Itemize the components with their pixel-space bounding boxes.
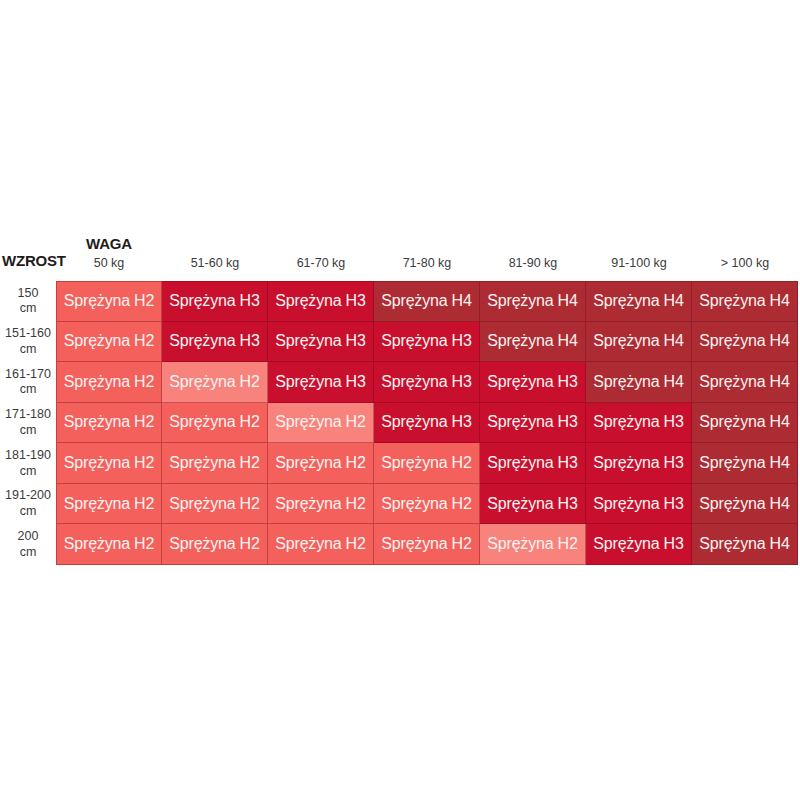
column-header-4: 71-80 kg (374, 256, 480, 270)
spring-cell-r4-c3: Sprężyna H2 (268, 403, 374, 444)
spring-cell-r6-c2: Sprężyna H2 (162, 484, 268, 525)
spring-cell-r3-c2: Sprężyna H2 (162, 362, 268, 403)
spring-matrix: 150cmSprężyna H2Sprężyna H3Sprężyna H3Sp… (0, 281, 798, 565)
row-header-5: 181-190cm (0, 443, 56, 484)
spring-cell-r3-c1: Sprężyna H2 (56, 362, 162, 403)
spring-cell-r5-c4: Sprężyna H2 (374, 443, 480, 484)
spring-cell-r1-c1: Sprężyna H2 (56, 281, 162, 322)
spring-cell-r3-c5: Sprężyna H3 (480, 362, 586, 403)
spring-cell-r3-c6: Sprężyna H4 (586, 362, 692, 403)
spring-cell-r7-c6: Sprężyna H3 (586, 524, 692, 565)
spring-cell-r1-c4: Sprężyna H4 (374, 281, 480, 322)
spring-cell-r6-c3: Sprężyna H2 (268, 484, 374, 525)
spring-cell-r1-c7: Sprężyna H4 (692, 281, 798, 322)
spring-cell-r1-c6: Sprężyna H4 (586, 281, 692, 322)
row-header-4: 171-180cm (0, 403, 56, 444)
spring-cell-r2-c1: Sprężyna H2 (56, 322, 162, 363)
spring-cell-r5-c2: Sprężyna H2 (162, 443, 268, 484)
spring-cell-r2-c2: Sprężyna H3 (162, 322, 268, 363)
spring-cell-r2-c4: Sprężyna H3 (374, 322, 480, 363)
height-axis-label: WZROST (0, 252, 56, 273)
spring-cell-r3-c4: Sprężyna H3 (374, 362, 480, 403)
spring-cell-r7-c7: Sprężyna H4 (692, 524, 798, 565)
spring-cell-r6-c1: Sprężyna H2 (56, 484, 162, 525)
spring-cell-r7-c1: Sprężyna H2 (56, 524, 162, 565)
spring-cell-r7-c5: Sprężyna H2 (480, 524, 586, 565)
spring-cell-r6-c4: Sprężyna H2 (374, 484, 480, 525)
spring-cell-r7-c4: Sprężyna H2 (374, 524, 480, 565)
row-header-2: 151-160cm (0, 322, 56, 363)
column-header-6: 91-100 kg (586, 256, 692, 270)
spring-cell-r4-c4: Sprężyna H3 (374, 403, 480, 444)
spring-cell-r5-c5: Sprężyna H3 (480, 443, 586, 484)
column-header-2: 51-60 kg (162, 256, 268, 270)
weight-axis-label: WAGA (56, 235, 162, 253)
spring-cell-r2-c5: Sprężyna H4 (480, 322, 586, 363)
spring-cell-r7-c3: Sprężyna H2 (268, 524, 374, 565)
spring-cell-r1-c5: Sprężyna H4 (480, 281, 586, 322)
spring-cell-r4-c7: Sprężyna H4 (692, 403, 798, 444)
spring-cell-r4-c6: Sprężyna H3 (586, 403, 692, 444)
column-header-3: 61-70 kg (268, 256, 374, 270)
spring-cell-r3-c3: Sprężyna H3 (268, 362, 374, 403)
row-header-6: 191-200cm (0, 484, 56, 525)
spring-cell-r2-c7: Sprężyna H4 (692, 322, 798, 363)
row-header-1: 150cm (0, 281, 56, 322)
spring-cell-r4-c1: Sprężyna H2 (56, 403, 162, 444)
spring-cell-r6-c7: Sprężyna H4 (692, 484, 798, 525)
column-header-5: 81-90 kg (480, 256, 586, 270)
spring-cell-r4-c5: Sprężyna H3 (480, 403, 586, 444)
spring-cell-r5-c7: Sprężyna H4 (692, 443, 798, 484)
spring-cell-r5-c6: Sprężyna H3 (586, 443, 692, 484)
row-header-7: 200cm (0, 524, 56, 565)
spring-cell-r2-c6: Sprężyna H4 (586, 322, 692, 363)
row-header-3: 161-170cm (0, 362, 56, 403)
spring-cell-r4-c2: Sprężyna H2 (162, 403, 268, 444)
chart-header: WZROST WAGA 50 kg51-60 kg61-70 kg71-80 k… (0, 235, 798, 273)
spring-cell-r1-c2: Sprężyna H3 (162, 281, 268, 322)
spring-cell-r5-c1: Sprężyna H2 (56, 443, 162, 484)
spring-cell-r5-c3: Sprężyna H2 (268, 443, 374, 484)
spring-cell-r7-c2: Sprężyna H2 (162, 524, 268, 565)
column-header-7: > 100 kg (692, 256, 798, 270)
spring-cell-r6-c5: Sprężyna H3 (480, 484, 586, 525)
column-header-1: 50 kg (56, 256, 162, 270)
spring-cell-r3-c7: Sprężyna H4 (692, 362, 798, 403)
spring-cell-r2-c3: Sprężyna H3 (268, 322, 374, 363)
spring-cell-r1-c3: Sprężyna H3 (268, 281, 374, 322)
spring-cell-r6-c6: Sprężyna H3 (586, 484, 692, 525)
spring-selection-chart: WZROST WAGA 50 kg51-60 kg61-70 kg71-80 k… (0, 235, 798, 565)
